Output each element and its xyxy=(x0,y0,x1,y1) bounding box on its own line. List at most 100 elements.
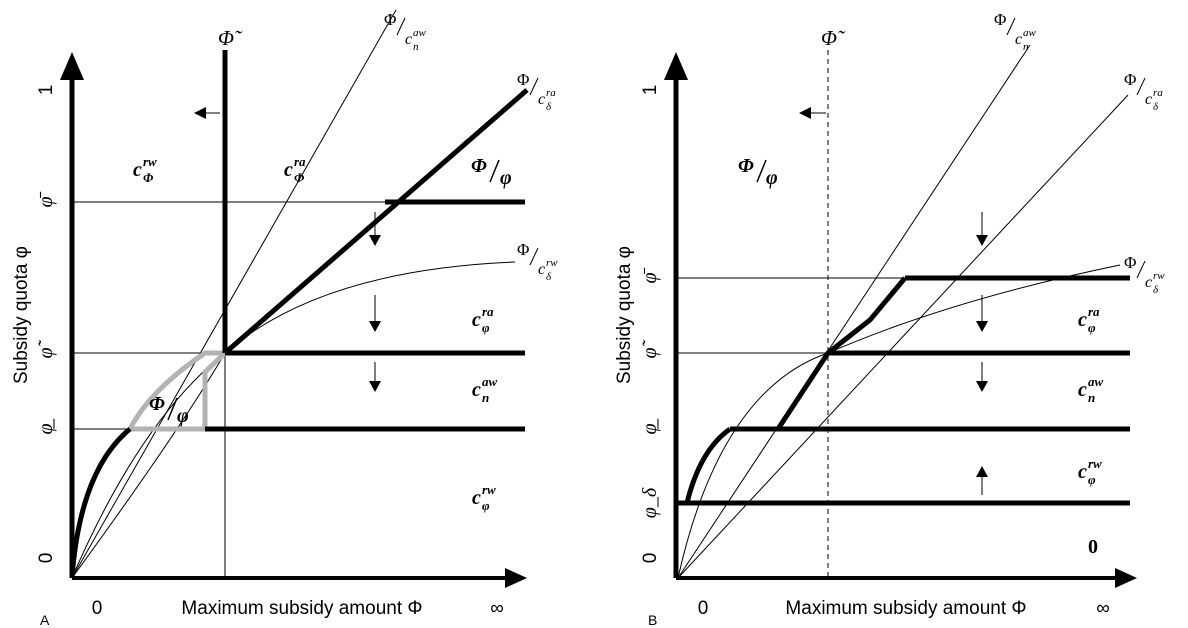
y-tick-phi-bar: φ̄ xyxy=(35,191,57,207)
svg-text:c: c xyxy=(405,31,412,48)
arrow-down-b-2 xyxy=(976,295,988,332)
curve-b-phi-over-c-n-aw xyxy=(677,44,1031,579)
svg-text:rw: rw xyxy=(143,154,157,169)
panel-label-b: B xyxy=(648,612,657,628)
curve-b-phi-over-c-delta-rw xyxy=(677,264,1121,579)
y-axis-label-b: Subsidy quota φ xyxy=(614,246,635,384)
svg-text:c: c xyxy=(472,487,481,509)
label-phi-over-c-delta-rw-a: Φ c rw δ xyxy=(517,240,558,283)
region-c-varphi-rw: c rw φ xyxy=(472,482,496,513)
svg-text:c: c xyxy=(1078,461,1087,483)
svg-text:aw: aw xyxy=(1023,27,1037,39)
svg-text:c: c xyxy=(1078,309,1087,331)
svg-text:ra: ra xyxy=(1088,304,1100,319)
y-tick-phi-underbar: φ̲ xyxy=(35,418,57,434)
thick-curve-lower-b xyxy=(684,426,732,504)
y-tick-phi-tilde: φ̃ xyxy=(35,339,57,358)
region-b-c-n-aw: c aw n xyxy=(1078,374,1104,405)
phi-tilde-label: Φ̃ xyxy=(218,26,243,50)
svg-text:Φ: Φ xyxy=(384,10,396,29)
label-phi-over-varphi-upper: Φ φ xyxy=(471,155,512,189)
svg-text:φ: φ xyxy=(766,167,778,189)
svg-text:Φ: Φ xyxy=(294,170,305,185)
label-b-phi-over-c-n-aw: Φ c aw n xyxy=(994,10,1037,53)
x-tick-0: 0 xyxy=(92,598,103,619)
svg-text:δ: δ xyxy=(546,271,552,283)
svg-text:Φ: Φ xyxy=(149,393,165,415)
arrow-down-3 xyxy=(369,362,381,392)
y-tick-1-b: 1 xyxy=(640,85,661,96)
svg-text:c: c xyxy=(538,261,545,278)
svg-text:c: c xyxy=(1145,91,1152,108)
svg-text:rw: rw xyxy=(1088,456,1102,471)
svg-text:c: c xyxy=(1015,31,1022,48)
svg-text:rw: rw xyxy=(546,257,558,269)
x-axis-arrowhead xyxy=(505,568,527,588)
region-c-phi-ra: c ra Φ xyxy=(284,154,306,185)
x-axis-label-a: Maximum subsidy amount Φ xyxy=(181,598,422,619)
region-b-c-varphi-ra: c ra φ xyxy=(1078,304,1100,335)
y-tick-0-b: 0 xyxy=(640,553,661,564)
svg-text:ra: ra xyxy=(1153,87,1163,99)
arrow-down-2 xyxy=(369,295,381,332)
region-c-n-aw: c aw n xyxy=(472,374,498,405)
label-b-phi-over-c-delta-ra: Φ c ra δ xyxy=(1124,70,1163,113)
svg-text:Φ: Φ xyxy=(994,10,1006,29)
svg-text:φ: φ xyxy=(500,167,512,189)
svg-text:Φ: Φ xyxy=(517,70,529,89)
panel-a: Subsidy quota φ Maximum subsidy amount Φ… xyxy=(11,9,558,628)
svg-text:Φ: Φ xyxy=(738,155,754,177)
arrow-up-b xyxy=(976,466,988,495)
y-axis-label-a: Subsidy quota φ xyxy=(11,246,32,384)
svg-text:ra: ra xyxy=(482,304,494,319)
y-tick-1: 1 xyxy=(36,85,57,96)
region-c-phi-rw: c rw Φ xyxy=(133,154,157,185)
svg-text:Φ: Φ xyxy=(1124,70,1136,89)
svg-text:Φ: Φ xyxy=(517,240,529,259)
thick-curve-middle-b xyxy=(775,276,907,431)
label-b-phi-over-varphi: Φ φ xyxy=(738,155,778,189)
x-tick-inf: ∞ xyxy=(490,598,504,619)
region-b-c-varphi-rw: c rw φ xyxy=(1078,456,1102,487)
svg-text:aw: aw xyxy=(1088,374,1104,389)
svg-text:n: n xyxy=(482,390,489,405)
y-tick-phi-delta: φ_δ xyxy=(639,487,661,518)
y-axis-arrowhead xyxy=(60,52,84,80)
svg-text:n: n xyxy=(1088,390,1095,405)
y-tick-phi-underbar-b: φ̲ xyxy=(639,418,661,434)
arrow-left-head xyxy=(194,107,206,119)
y-axis-arrowhead-b xyxy=(664,52,688,80)
y-tick-phi-tilde-b: φ̃ xyxy=(639,339,661,358)
label-phi-over-varphi-lower: Φ φ xyxy=(149,393,189,427)
svg-text:c: c xyxy=(133,159,142,181)
svg-text:φ: φ xyxy=(1088,320,1096,335)
svg-text:rw: rw xyxy=(1153,270,1165,282)
arrow-left-b xyxy=(799,107,826,119)
svg-text:φ: φ xyxy=(482,320,490,335)
curve-b-phi-over-c-delta-ra xyxy=(677,94,1129,579)
svg-text:φ: φ xyxy=(482,498,490,513)
curve-phi-over-c-delta-rw xyxy=(71,261,516,579)
phi-tilde-label-b: Φ̃ xyxy=(821,26,846,50)
svg-text:c: c xyxy=(284,159,293,181)
svg-text:Φ: Φ xyxy=(143,170,154,185)
y-tick-phi-bar-b: φ̄ xyxy=(639,267,661,283)
svg-text:c: c xyxy=(538,91,545,108)
svg-text:aw: aw xyxy=(482,374,498,389)
label-phi-over-c-delta-ra-a: Φ c ra δ xyxy=(517,70,556,113)
svg-text:rw: rw xyxy=(482,482,496,497)
svg-text:aw: aw xyxy=(413,27,427,39)
svg-text:c: c xyxy=(472,379,481,401)
svg-text:c: c xyxy=(472,309,481,331)
svg-text:δ: δ xyxy=(546,101,552,113)
curve-phi-over-c-n-aw xyxy=(71,9,397,579)
svg-text:Φ: Φ xyxy=(1124,253,1136,272)
svg-text:c: c xyxy=(1078,379,1087,401)
arrow-down-b-1 xyxy=(976,212,988,246)
svg-text:n: n xyxy=(413,41,419,53)
region-c-varphi-ra: c ra φ xyxy=(472,304,494,335)
thick-curve-phi-over-c-delta-ra xyxy=(223,88,529,355)
svg-text:δ: δ xyxy=(1153,101,1159,113)
y-tick-0: 0 xyxy=(36,553,57,564)
